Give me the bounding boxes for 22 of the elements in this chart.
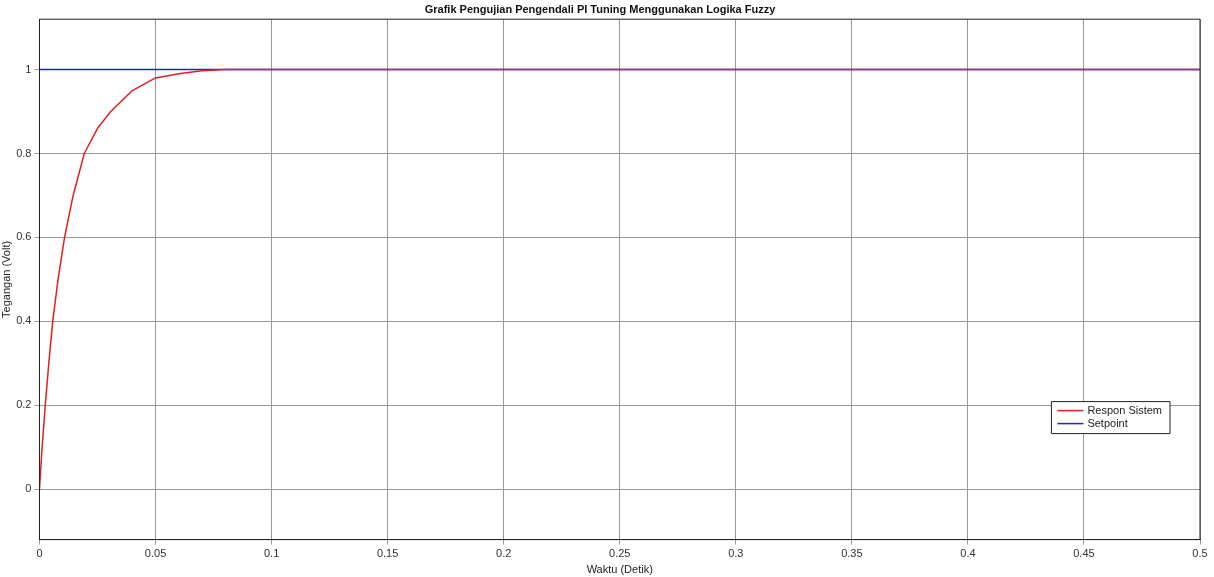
x-tick-label: 0.1 (263, 547, 280, 560)
legend-label: Respon Sistem (1087, 403, 1163, 416)
x-tick-label: 0.4 (960, 547, 976, 560)
x-tick-label: 0.05 (144, 547, 167, 560)
y-tick-label: 0 (25, 482, 32, 495)
x-tick-label: 0.2 (496, 547, 512, 560)
x-tick-label: 0.15 (376, 547, 399, 560)
x-tick-label: 0 (36, 547, 43, 560)
x-tick-label: 0.5 (1192, 547, 1208, 560)
y-tick-label: 1 (25, 62, 32, 75)
y-tick-label: 0.4 (16, 314, 32, 327)
y-tick-label: 0.6 (16, 230, 32, 243)
x-tick-label: 0.45 (1073, 547, 1095, 560)
x-axis-title: Waktu (Detik) (586, 563, 653, 576)
legend-label: Setpoint (1087, 416, 1128, 429)
y-axis-title: Tegangan (Volt) (0, 240, 12, 318)
x-tick-label: 0.35 (841, 547, 863, 560)
y-tick-label: 0.8 (16, 146, 32, 159)
y-tick-label: 0.2 (16, 398, 32, 411)
x-tick-label: 0.3 (728, 547, 744, 560)
x-tick-label: 0.25 (609, 547, 631, 560)
chart-title: Grafik Pengujian Pengendali PI Tuning Menggunakan Logika Fuzzy (424, 2, 777, 15)
